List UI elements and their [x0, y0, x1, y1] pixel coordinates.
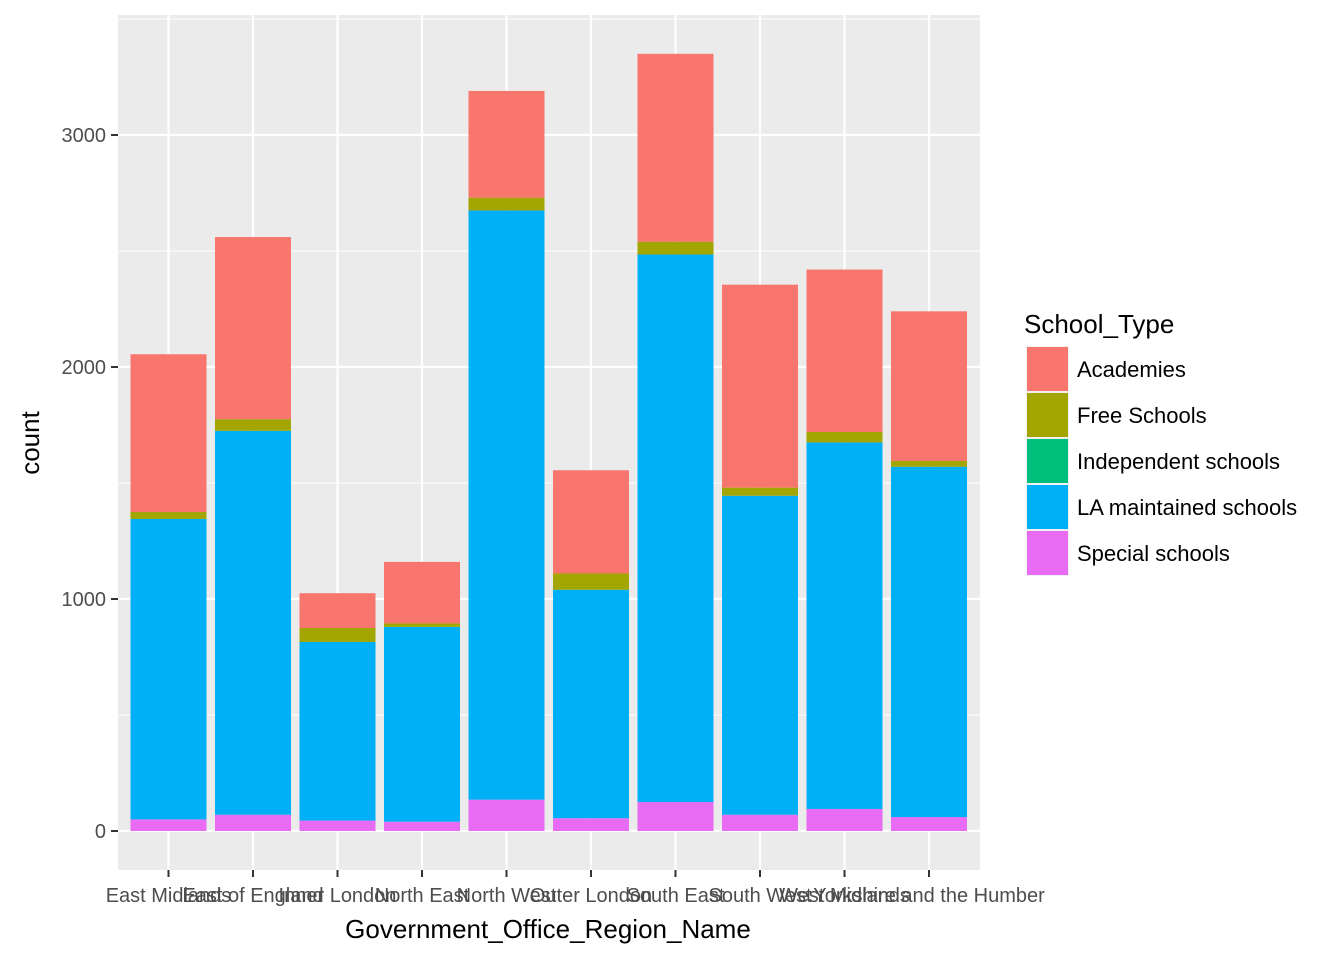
legend-label: Independent schools	[1077, 449, 1280, 474]
bar-special-schools	[637, 802, 714, 831]
bar-special-schools	[468, 799, 545, 831]
bar-la-maintained-schools	[384, 626, 460, 822]
x-tick-label: Inner London	[279, 885, 397, 907]
x-tick-label: North East	[375, 885, 470, 907]
bar-academies	[299, 593, 376, 628]
bars	[130, 53, 967, 831]
bar-la-maintained-schools	[891, 466, 967, 818]
legend-label: LA maintained schools	[1077, 495, 1297, 520]
bar-special-schools	[384, 821, 460, 831]
bar-academies	[806, 269, 883, 432]
x-tick-label: South West	[708, 885, 811, 907]
bar-academies	[468, 90, 545, 198]
bar-special-schools	[299, 820, 376, 831]
bar-special-schools	[130, 819, 207, 831]
bar-la-maintained-schools	[130, 518, 207, 820]
bar-free-schools	[553, 573, 629, 590]
legend-swatch	[1027, 485, 1068, 529]
bar-special-schools	[215, 814, 291, 831]
bar-la-maintained-schools	[806, 442, 883, 809]
y-tick-label: 0	[95, 821, 106, 843]
y-axis-title: count	[15, 410, 45, 474]
bar-la-maintained-schools	[722, 495, 798, 815]
legend-swatch	[1027, 393, 1068, 437]
legend: School_Type Academies Free Schools Indepen…	[1024, 309, 1297, 576]
bar-free-schools	[722, 487, 798, 496]
bar-academies	[891, 311, 967, 461]
legend-label: Special schools	[1077, 541, 1230, 566]
bar-special-schools	[806, 808, 883, 831]
bar-la-maintained-schools	[468, 210, 545, 800]
legend-title: School_Type	[1024, 309, 1174, 339]
x-tick-label: Yorkshire and the Humber	[813, 885, 1045, 907]
x-axis-title: Government_Office_Region_Name	[345, 914, 751, 944]
bar-free-schools	[468, 197, 545, 211]
y-axis: 0 1000 2000 3000	[62, 125, 118, 843]
bar-free-schools	[384, 623, 460, 627]
legend-swatch	[1027, 531, 1068, 575]
legend-swatch	[1027, 439, 1068, 483]
bar-la-maintained-schools	[637, 254, 714, 803]
x-tick-label: West Midlands	[779, 885, 910, 907]
bar-academies	[215, 237, 291, 420]
legend-swatch	[1027, 347, 1068, 391]
bar-academies	[384, 561, 460, 624]
legend-label: Free Schools	[1077, 403, 1207, 428]
bar-free-schools	[215, 419, 291, 431]
y-tick-label: 1000	[62, 589, 107, 611]
bar-la-maintained-schools	[215, 430, 291, 815]
bar-free-schools	[891, 460, 967, 467]
x-tick-label: East of England	[182, 885, 323, 907]
bar-academies	[130, 354, 207, 512]
bar-la-maintained-schools	[553, 589, 629, 819]
x-tick-label: North West	[457, 885, 557, 907]
bar-academies	[722, 284, 798, 488]
bar-academies	[553, 470, 629, 574]
bar-free-schools	[806, 431, 883, 443]
bar-special-schools	[722, 814, 798, 831]
bar-free-schools	[130, 512, 207, 519]
bar-la-maintained-schools	[299, 641, 376, 821]
bar-free-schools	[637, 241, 714, 255]
legend-label: Academies	[1077, 357, 1186, 382]
bar-special-schools	[553, 818, 629, 831]
y-tick-label: 2000	[62, 357, 107, 379]
x-tick-label: Outer London	[530, 885, 652, 907]
x-tick-label: East Midlands	[106, 885, 232, 907]
bar-special-schools	[891, 817, 967, 831]
y-tick-label: 3000	[62, 125, 107, 147]
bar-academies	[637, 53, 714, 242]
x-tick-label: South East	[627, 885, 725, 907]
bar-free-schools	[299, 628, 376, 642]
